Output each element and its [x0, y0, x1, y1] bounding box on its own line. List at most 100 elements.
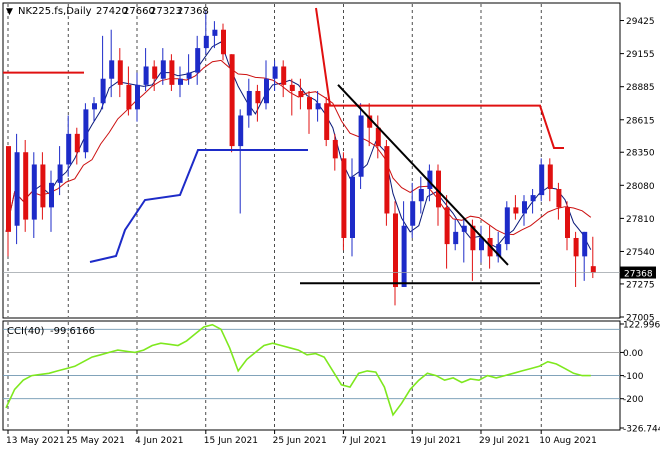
- candle: [393, 201, 398, 306]
- candle: [539, 158, 545, 202]
- candle-body: [384, 146, 390, 214]
- candle-body: [289, 84, 295, 91]
- candle-body: [547, 164, 553, 189]
- candle: [14, 133, 20, 245]
- price-tick-label: 27540: [626, 248, 655, 258]
- close-value: 27368: [177, 6, 209, 17]
- candle: [109, 29, 115, 98]
- candle-body: [255, 90, 261, 104]
- price-tick-label: 29425: [626, 17, 655, 27]
- candle: [92, 97, 97, 122]
- collapse-arrow-icon[interactable]: ▼: [6, 7, 13, 17]
- candle-body: [126, 84, 132, 110]
- candle-body: [418, 188, 424, 202]
- candle: [496, 231, 502, 263]
- price-tick-label: 27005: [626, 314, 655, 324]
- overlays: [3, 7, 620, 285]
- candle-body: [195, 48, 201, 73]
- candle-body: [178, 78, 183, 85]
- high-value: 27660: [123, 6, 155, 17]
- candle: [479, 225, 484, 263]
- candle: [229, 54, 235, 153]
- candle: [453, 219, 459, 251]
- candle-body: [504, 207, 510, 245]
- candle: [83, 103, 89, 159]
- price-tick-label: 28080: [626, 182, 655, 192]
- time-tick-label: 7 Jul 2021: [341, 436, 386, 446]
- candle-body: [143, 66, 149, 85]
- candle-body: [100, 78, 106, 104]
- candle: [384, 139, 390, 226]
- time-tick-label: 10 Aug 2021: [539, 436, 597, 446]
- candle-body: [49, 182, 54, 208]
- candle: [255, 84, 261, 122]
- time-tick-label: 29 Jul 2021: [479, 436, 530, 446]
- cci-tick-label: -100: [623, 372, 644, 382]
- candle-body: [565, 207, 570, 238]
- candle-body: [281, 66, 287, 85]
- candle-body: [375, 127, 381, 147]
- fast-moving-average: [5, 41, 592, 250]
- candle-body: [14, 152, 20, 226]
- candle-body: [393, 213, 398, 287]
- candle: [444, 195, 450, 269]
- price-tick-label: 28350: [626, 149, 655, 159]
- candle-body: [298, 90, 304, 98]
- candle: [504, 201, 510, 251]
- candle: [307, 90, 312, 134]
- candle: [341, 152, 347, 251]
- cci-label: CCI(40): [7, 326, 45, 337]
- candle: [186, 54, 192, 85]
- cci-tick-label: -200: [623, 395, 644, 405]
- time-tick-label: 13 May 2021: [6, 436, 65, 446]
- cci-tick-label: 0.00: [623, 349, 643, 359]
- candle-body: [367, 115, 373, 128]
- candle: [367, 103, 373, 147]
- candle-body: [556, 188, 562, 208]
- candle-body: [221, 29, 226, 55]
- candle-body: [530, 195, 536, 202]
- candle: [143, 48, 149, 91]
- candle-body: [444, 207, 450, 245]
- candle: [522, 195, 527, 226]
- candle-body: [203, 35, 209, 49]
- candle-body: [246, 90, 252, 116]
- candle: [375, 115, 381, 159]
- candle-body: [229, 54, 235, 147]
- candle: [160, 48, 166, 85]
- candle-body: [539, 164, 545, 196]
- candle: [436, 164, 441, 226]
- candle: [298, 78, 304, 110]
- candle-body: [117, 60, 123, 85]
- price-tick-label: 28885: [626, 83, 655, 93]
- candle-body: [31, 164, 37, 220]
- price-tick-label: 27275: [626, 280, 655, 290]
- candle: [513, 195, 519, 220]
- candle: [221, 23, 226, 61]
- candle: [100, 35, 106, 110]
- candle: [40, 152, 46, 220]
- candle-body: [401, 225, 407, 287]
- candle: [332, 133, 338, 171]
- candle-body: [135, 84, 140, 110]
- cci-axis: 122.9967 0.00 -100 -200 -326.744: [620, 321, 660, 435]
- candle-body: [169, 60, 175, 85]
- price-tick-label: 27810: [626, 215, 655, 225]
- candle: [272, 60, 278, 91]
- candle-body: [92, 103, 97, 110]
- candle-body: [160, 60, 166, 79]
- candle: [66, 115, 72, 177]
- price-panel-frame: [2, 2, 621, 319]
- candle: [470, 219, 476, 281]
- candles[interactable]: [6, 11, 596, 306]
- candle-body: [57, 164, 63, 183]
- cci-grid: [3, 322, 620, 429]
- last-price-tag: [620, 266, 656, 279]
- candle: [178, 66, 183, 98]
- candle: [281, 60, 287, 98]
- candle: [23, 139, 29, 232]
- candle-body: [427, 170, 433, 189]
- candle: [264, 60, 269, 110]
